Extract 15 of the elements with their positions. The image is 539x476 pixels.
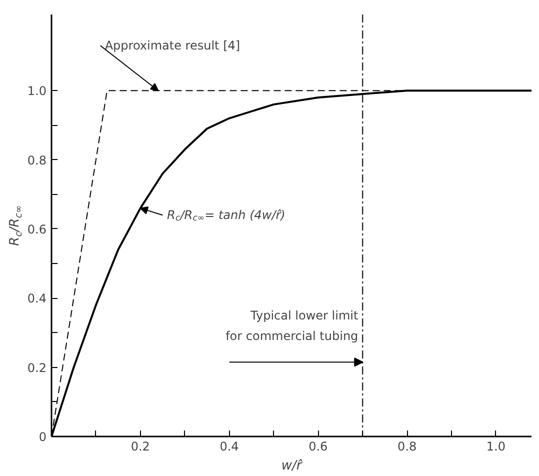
y-tick-label: 0 xyxy=(38,430,47,444)
x-tick-label: 0.4 xyxy=(220,440,239,454)
x-tick-label: 0.6 xyxy=(308,440,328,454)
y-tick-label: 0.4 xyxy=(27,292,47,306)
y-tick-label: 1.0 xyxy=(27,84,47,98)
x-tick-label: 0.8 xyxy=(398,440,417,454)
annotation: Approximate result [4] xyxy=(104,38,240,53)
x-axis-title: w/r̂ xyxy=(281,458,304,474)
y-tick-label: 0.2 xyxy=(27,360,47,375)
x-tick-label: 0.2 xyxy=(130,440,150,454)
x-tick-label: 1.0 xyxy=(486,440,506,454)
y-tick-label: 0.8 xyxy=(27,153,47,168)
ref-line-label: Typical lower limit for commercial tubing xyxy=(226,308,358,344)
y-tick-label: 0.6 xyxy=(27,222,47,236)
y-axis-title: Rc/Rc∞ xyxy=(7,205,24,246)
